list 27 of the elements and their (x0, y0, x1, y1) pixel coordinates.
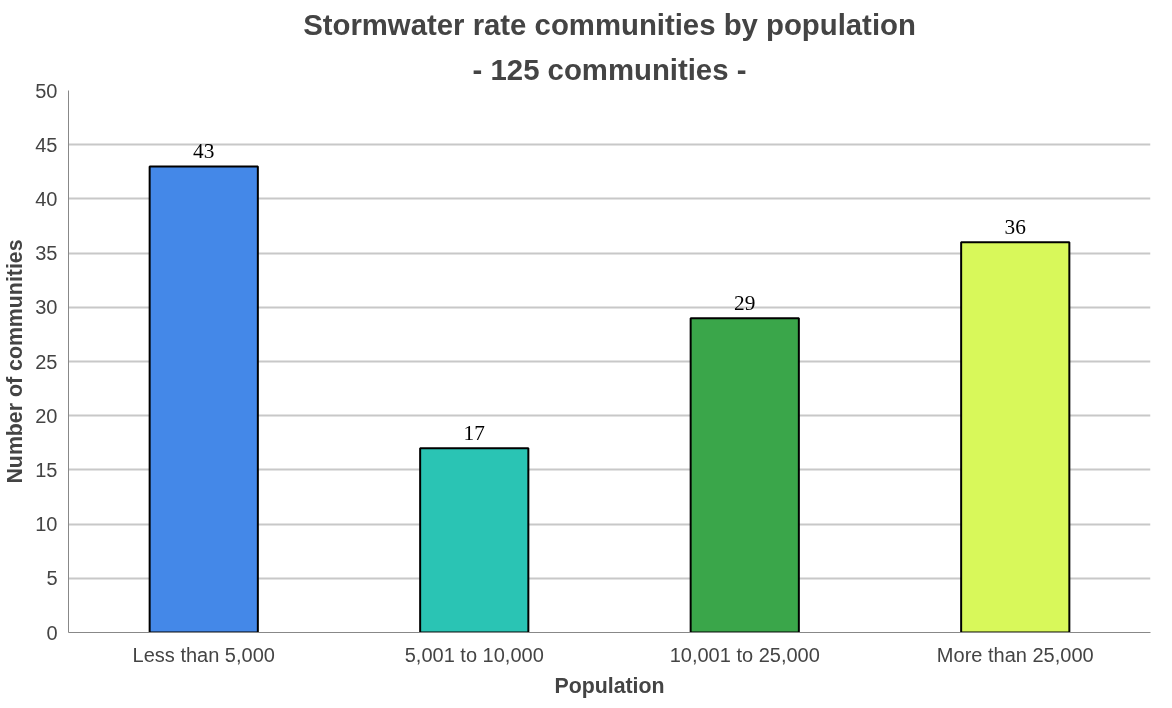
y-tick-label: 45 (35, 133, 58, 156)
y-tick-label: 0 (46, 621, 58, 644)
y-tick-label: 20 (35, 404, 58, 427)
y-tick-label: 25 (35, 350, 58, 373)
y-tick-label: 35 (35, 242, 58, 265)
x-tick-label: More than 25,000 (936, 643, 1094, 666)
chart-title: Stormwater rate communities by population (303, 7, 916, 41)
x-tick-label: Less than 5,000 (132, 643, 275, 666)
x-tick-label: 5,001 to 10,000 (404, 643, 544, 666)
bar (419, 447, 530, 633)
bar (689, 317, 800, 633)
y-tick-label: 50 (35, 79, 58, 102)
y-tick-label: 5 (46, 567, 58, 590)
chart-subtitle: - 125 communities - (472, 52, 747, 86)
x-axis-title: Population (554, 673, 665, 698)
y-tick-label: 15 (35, 458, 58, 481)
x-tick-label: 10,001 to 25,000 (669, 643, 820, 666)
y-axis-title: Number of communities (3, 239, 28, 484)
bar (960, 241, 1071, 633)
bar (148, 165, 259, 633)
data-label: 43 (193, 139, 215, 164)
y-tick-label: 10 (35, 513, 58, 536)
y-tick-label: 40 (35, 187, 58, 210)
data-label: 29 (734, 291, 756, 316)
data-label: 17 (463, 421, 486, 446)
data-label: 36 (1004, 215, 1027, 240)
y-tick-label: 30 (35, 296, 58, 319)
